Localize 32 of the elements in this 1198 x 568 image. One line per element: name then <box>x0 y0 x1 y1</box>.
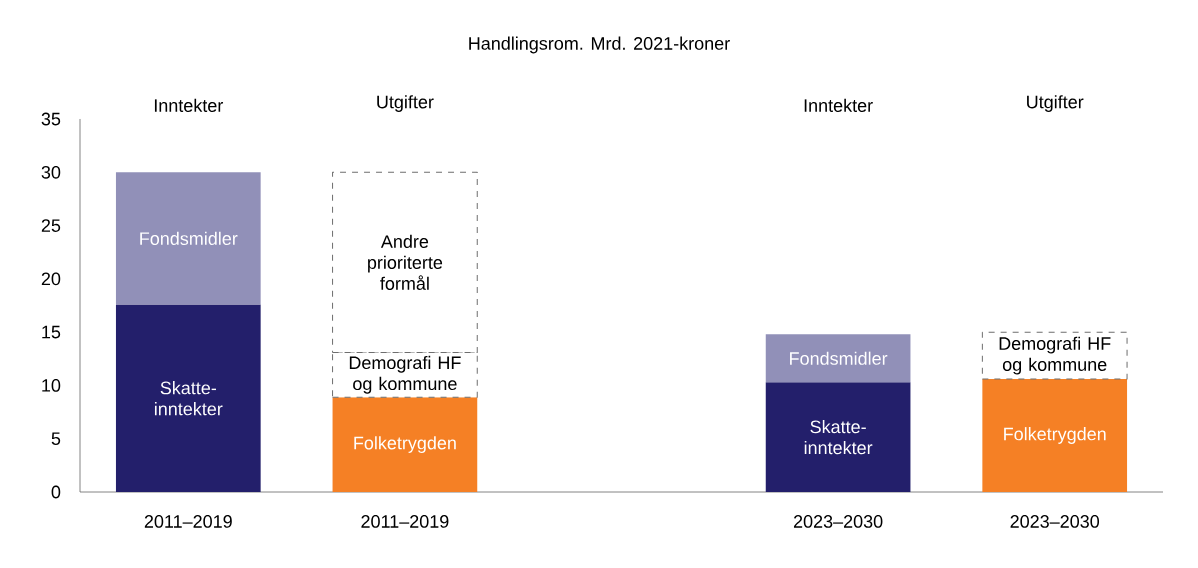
series-label: Fondsmidler <box>790 351 888 365</box>
series-label: Skatte-inntekter <box>804 420 873 455</box>
series-label: Folketrygden <box>1004 427 1106 444</box>
text: Inntekter <box>804 98 873 112</box>
bar <box>765 334 911 383</box>
series-label: Demografi HF og kommune <box>349 355 461 394</box>
chart-title: Handlingsrom. Mrd. 2021-kroner <box>469 36 730 54</box>
y-tick-label: 5 <box>51 432 61 445</box>
y-tick-label: 10 <box>42 379 61 392</box>
text: Utgifter <box>377 95 434 112</box>
text: Utgifter <box>1027 95 1084 112</box>
x-tick-label: 2023–2030 <box>793 515 883 528</box>
bar <box>982 379 1128 492</box>
bar <box>115 172 261 305</box>
series-label: Andre prioriterte formål <box>368 234 443 290</box>
y-tick-label: 15 <box>42 325 61 339</box>
y-tick-label: 30 <box>41 165 61 179</box>
y-tick-label: 35 <box>41 112 61 126</box>
bar <box>332 397 478 492</box>
y-tick-label: 20 <box>41 272 61 286</box>
text: Inntekter <box>154 98 224 112</box>
text: Skatte-inntekter <box>154 381 223 416</box>
x-tick-label: 2011–2019 <box>144 515 232 528</box>
y-tick-label: 25 <box>41 219 61 232</box>
bar <box>115 304 261 492</box>
text: Folketrygden <box>354 436 456 453</box>
y-tick-label: 0 <box>51 485 61 499</box>
x-tick-label: 2011–2019 <box>361 515 449 528</box>
bar <box>765 382 911 492</box>
text: Fondsmidler <box>140 231 238 245</box>
x-tick-label: 2023–2030 <box>1010 515 1100 528</box>
text: Demografi HF og kommune <box>999 336 1111 375</box>
